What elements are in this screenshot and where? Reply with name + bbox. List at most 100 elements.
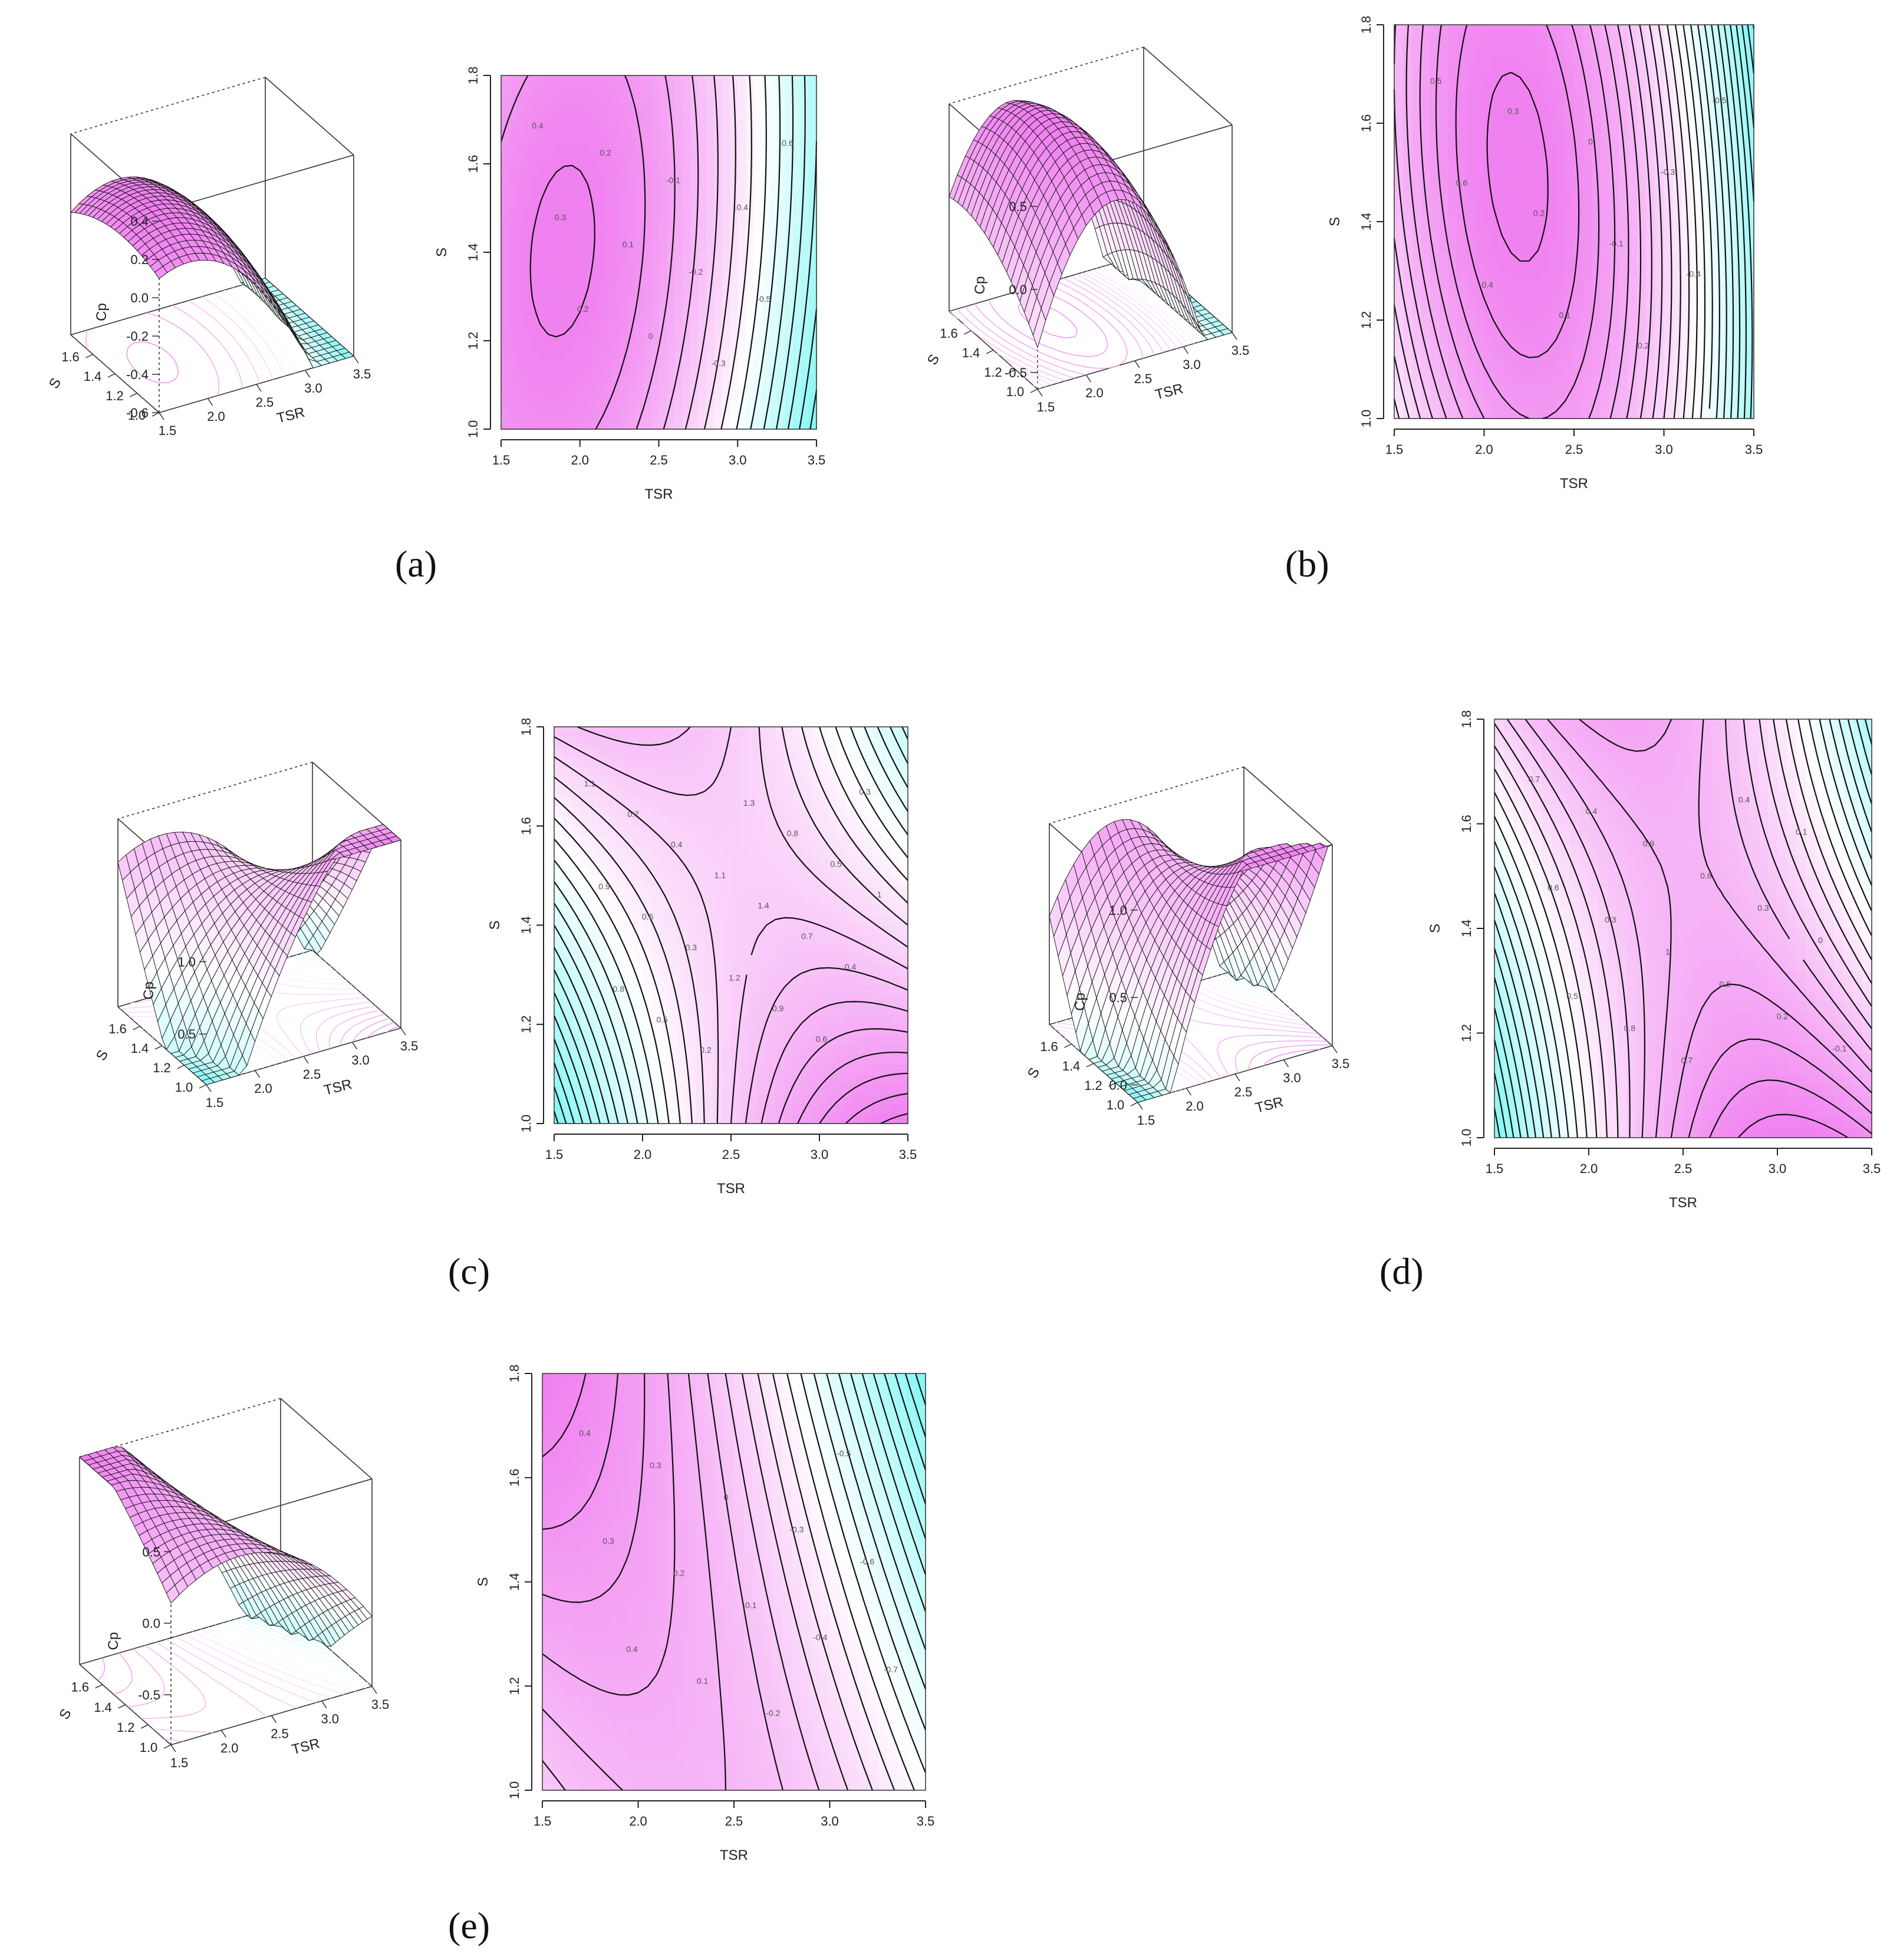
heat-cell (1475, 123, 1485, 134)
heat-cell (1628, 409, 1638, 419)
heat-cell (792, 137, 802, 147)
heat-cell (769, 164, 778, 173)
heat-cell (540, 208, 549, 218)
heat-cell (619, 182, 628, 191)
heat-cell (611, 129, 620, 138)
z-axis-label: Cp (141, 981, 157, 1000)
heat-cell (1493, 261, 1503, 272)
heat-cell (525, 111, 534, 120)
heat-cell (509, 252, 518, 262)
heat-cell (1700, 162, 1710, 173)
heat-cell (706, 420, 714, 430)
heat-cell (548, 182, 557, 191)
heat-cell (1439, 388, 1449, 400)
y-tick-label: 1.0 (175, 1080, 193, 1095)
heat-cell (729, 190, 739, 200)
heat-cell (729, 385, 739, 394)
y-tick (130, 393, 137, 397)
heat-cell (1727, 300, 1737, 311)
heat-cell (808, 208, 817, 218)
heat-cell (729, 279, 739, 288)
heat-cell (532, 385, 541, 394)
heat-cell (1475, 202, 1485, 213)
heat-cell (635, 164, 644, 173)
heat-cell (1574, 290, 1584, 301)
x-tick-label: 2.5 (303, 1067, 321, 1082)
heat-cell (603, 199, 613, 209)
heat-cell (674, 208, 683, 218)
heat-cell (1664, 320, 1674, 331)
heat-cell (1601, 271, 1611, 281)
heat-cell (651, 403, 660, 412)
heat-cell (1457, 113, 1467, 124)
heat-cell (698, 411, 707, 421)
heat-cell (1484, 153, 1494, 163)
heat-cell (1583, 398, 1593, 410)
heat-cell (1511, 192, 1521, 203)
x-tick-label: 1.5 (1037, 400, 1055, 414)
heat-cell (1529, 143, 1539, 153)
heat-cell (737, 226, 746, 235)
heat-cell (1511, 25, 1521, 35)
heat-cell (1744, 388, 1754, 400)
heat-cell (1538, 192, 1548, 203)
heat-cell (556, 297, 565, 306)
heat-cell (1565, 212, 1575, 222)
heat-cell (1520, 300, 1530, 311)
heat-cell (611, 323, 620, 332)
heat-cell (1394, 54, 1404, 65)
heat-cell (627, 261, 636, 271)
heat-cell (1520, 251, 1530, 262)
heat-cell (682, 252, 691, 262)
heat-cell (1493, 153, 1503, 163)
base-contour-line (85, 312, 219, 396)
heat-cell (769, 75, 778, 85)
heat-cell (509, 376, 518, 386)
heat-cell (509, 208, 518, 218)
heat-cell (1565, 350, 1575, 360)
heat-cell (1475, 320, 1485, 331)
heat-cell (674, 235, 683, 244)
x-tick (159, 412, 164, 420)
heat-cell (556, 350, 565, 359)
heat-cell (540, 297, 549, 306)
heat-cell (674, 403, 683, 412)
heat-cell (1583, 54, 1593, 65)
heat-cell (1502, 34, 1512, 45)
heat-cell (1691, 202, 1701, 213)
heat-cell (548, 102, 557, 111)
heat-cell (603, 420, 613, 430)
heat-cell (525, 367, 534, 377)
heat-cell (1646, 133, 1656, 144)
box-edge (1143, 47, 1233, 126)
heat-cell (737, 93, 746, 103)
heat-cell (651, 84, 660, 94)
heat-cell (1520, 123, 1530, 134)
heat-cell (1619, 64, 1629, 75)
heat-cell (1708, 182, 1718, 193)
x-axis-label: TSR (1560, 476, 1588, 492)
heat-cell (1628, 241, 1638, 252)
heat-cell (1520, 143, 1530, 153)
heat-cell (643, 111, 651, 120)
heat-cell (1502, 143, 1512, 153)
heat-cell (769, 243, 778, 253)
heat-cell (548, 129, 557, 138)
heat-cell (1520, 290, 1530, 301)
heat-cell (1655, 231, 1665, 242)
heat-cell (1511, 202, 1521, 213)
heat-cell (1565, 182, 1575, 193)
heat-cell (509, 235, 518, 244)
heat-cell (635, 358, 644, 368)
heat-cell (1529, 241, 1539, 252)
heat-cell (682, 394, 691, 403)
heat-cell (1547, 162, 1557, 173)
heat-cell (722, 261, 730, 271)
heat-cell (769, 420, 778, 430)
heat-cell (1583, 359, 1593, 370)
heat-cell (1708, 44, 1718, 55)
heat-cell (1547, 310, 1557, 321)
heat-cell (1403, 359, 1413, 370)
heat-cell (1583, 271, 1593, 281)
heat-cell (674, 243, 683, 253)
